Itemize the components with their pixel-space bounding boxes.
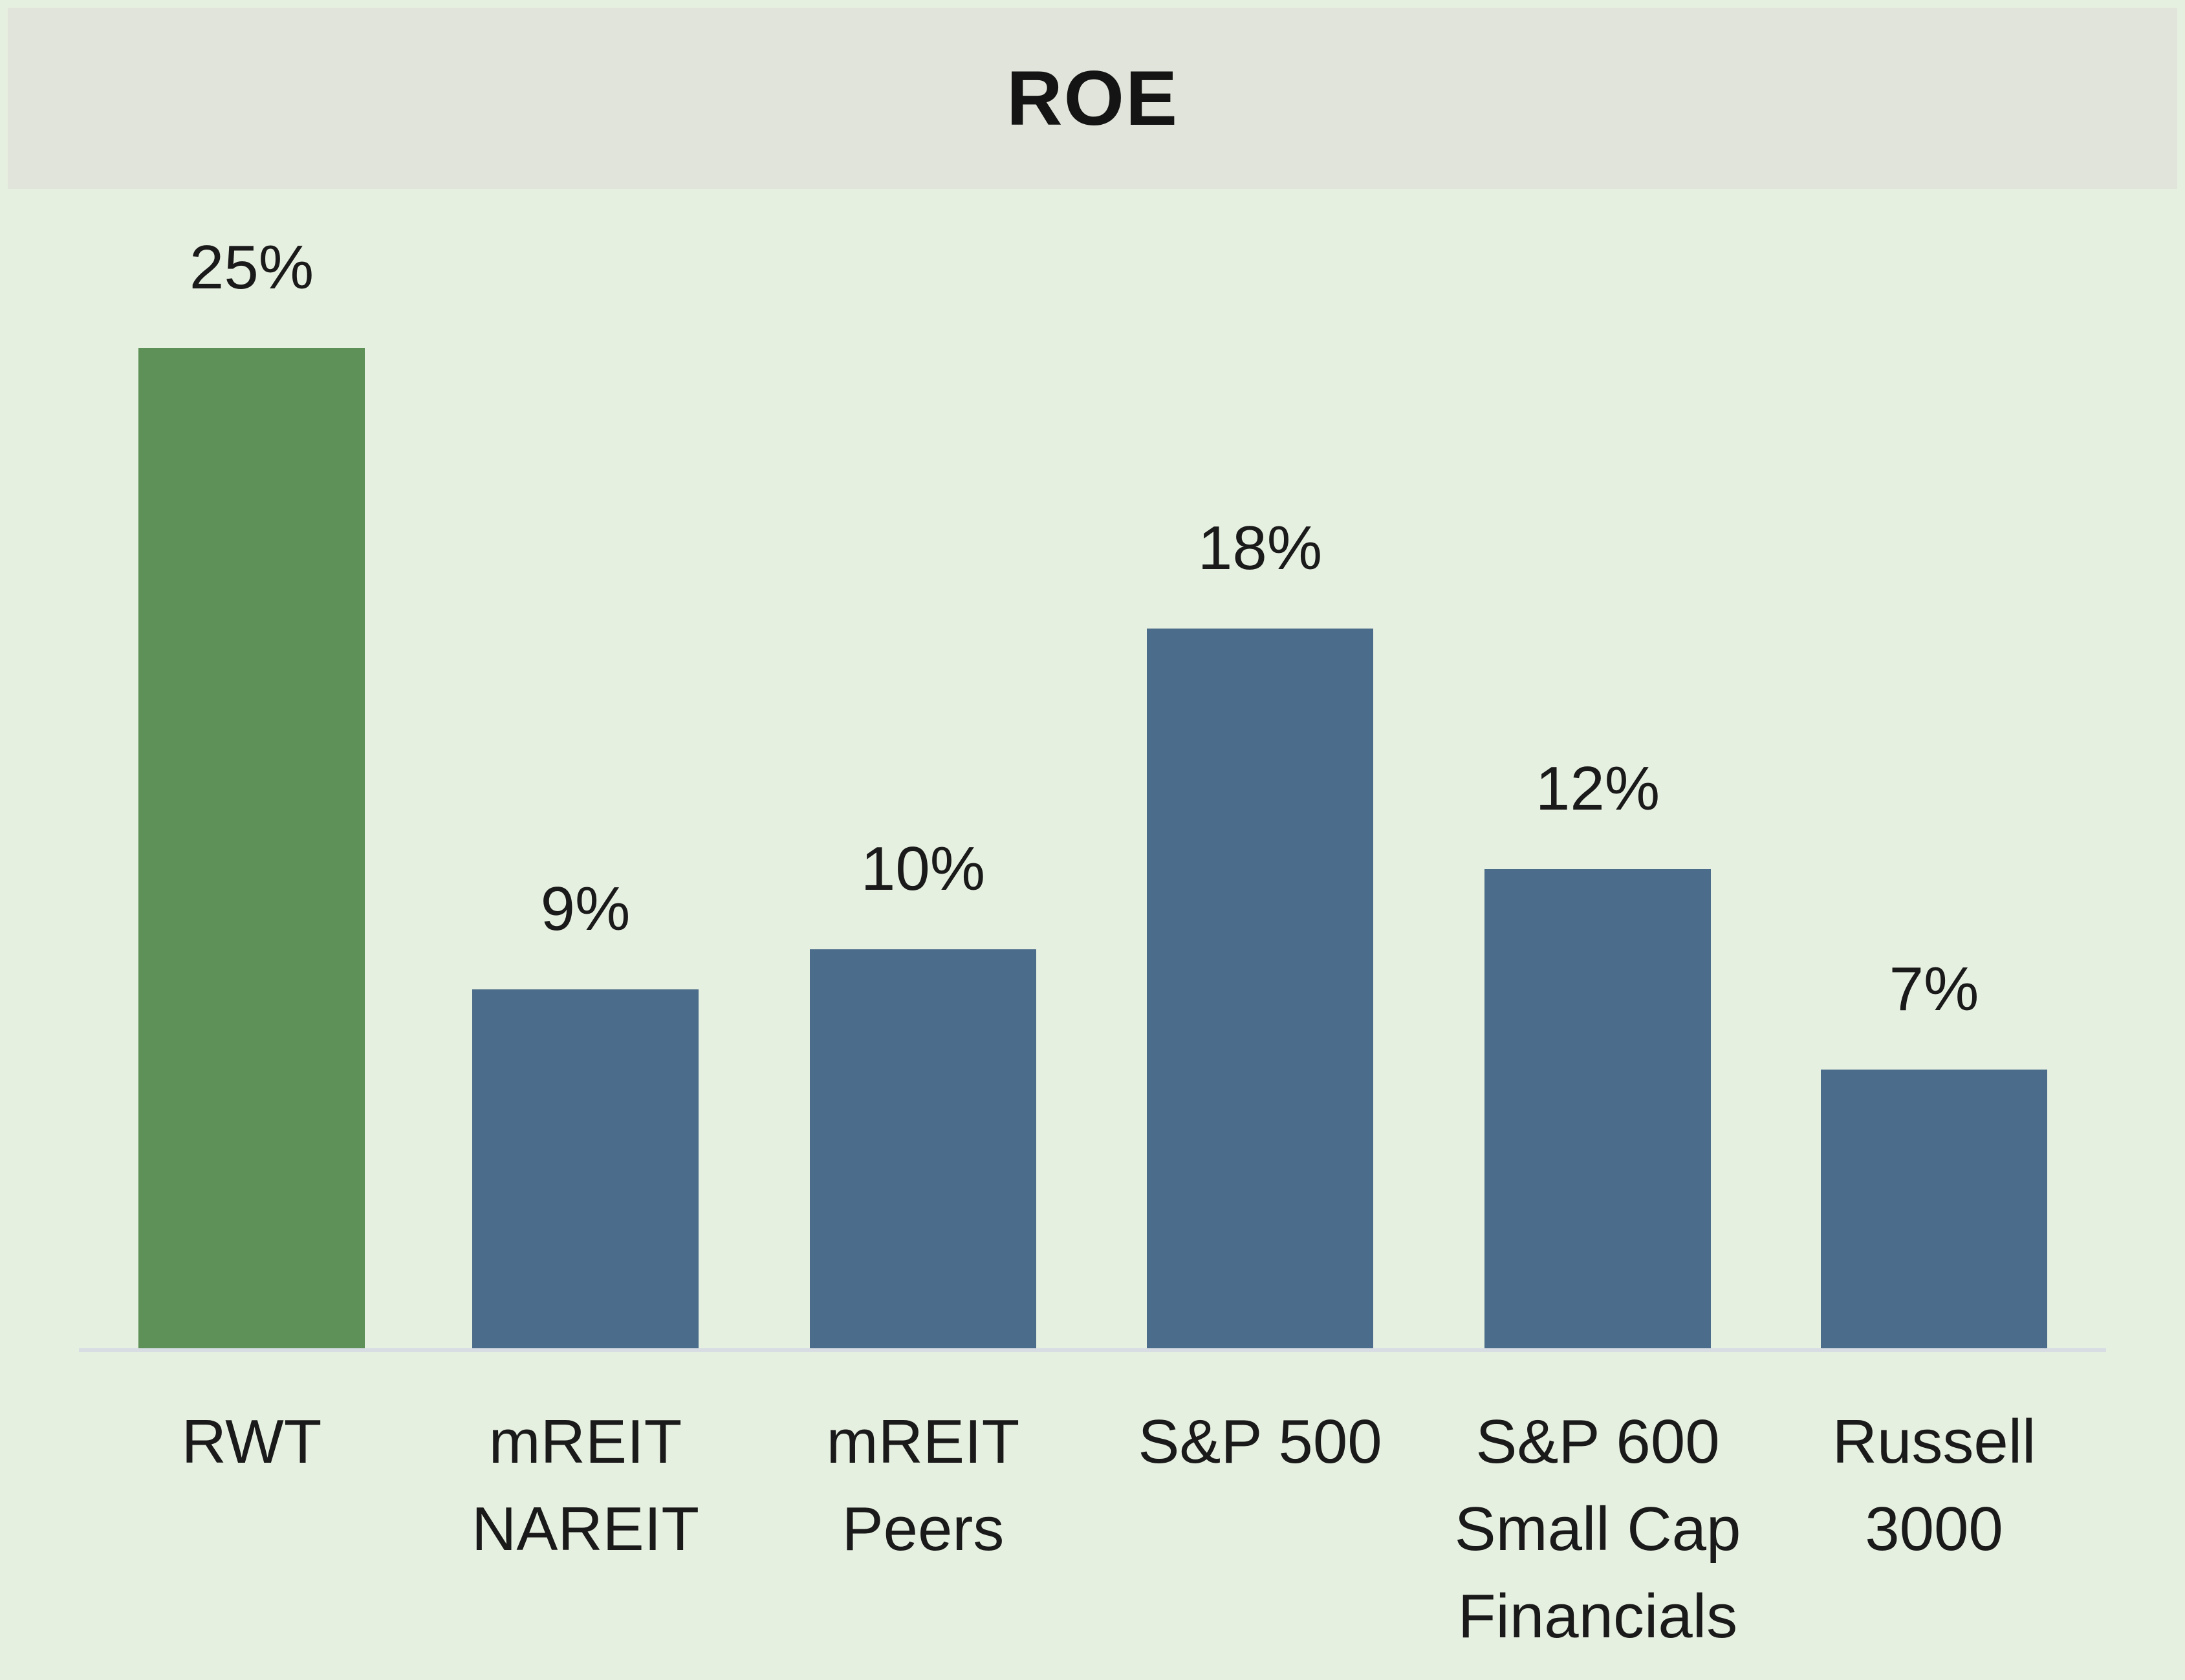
category-label-line: mREIT — [827, 1407, 1020, 1476]
data-label-6: 7% — [1889, 954, 1979, 1024]
category-label-4: S&P 500 — [1138, 1407, 1382, 1476]
bar-4 — [1147, 629, 1373, 1350]
bar-6 — [1821, 1070, 2047, 1350]
category-label-6: Russell 3000 — [1832, 1407, 2036, 1564]
category-labels-group: RWT mREIT NAREIT mREIT Peers S&P 500 S&P 600 Sm… — [182, 1407, 2036, 1651]
bars-group — [138, 348, 2047, 1350]
category-label-1: RWT — [182, 1407, 322, 1476]
data-label-3: 10% — [861, 834, 985, 903]
category-label-5: S&P 600 Small Cap Financials — [1455, 1407, 1741, 1651]
category-label-line: Russell — [1832, 1407, 2036, 1476]
category-label-line: NAREIT — [472, 1494, 699, 1564]
category-label-line: S&P 600 — [1475, 1407, 1719, 1476]
value-labels-group: 25% 9% 10% 18% 12% 7% — [190, 233, 1979, 1024]
bar-2 — [472, 989, 699, 1350]
category-label-line: S&P 500 — [1138, 1407, 1382, 1476]
chart-title-band: ROE — [8, 8, 2177, 189]
data-label-5: 12% — [1536, 754, 1660, 823]
category-label-2: mREIT NAREIT — [472, 1407, 699, 1564]
category-label-line: Peers — [842, 1494, 1005, 1564]
bar-3 — [810, 949, 1036, 1350]
chart-title: ROE — [1006, 55, 1179, 142]
category-label-line: Financials — [1458, 1582, 1737, 1651]
category-label-line: Small Cap — [1455, 1494, 1741, 1564]
data-label-4: 18% — [1198, 513, 1322, 583]
category-label-3: mREIT Peers — [827, 1407, 1020, 1564]
category-label-line: RWT — [182, 1407, 322, 1476]
category-label-line: 3000 — [1865, 1494, 2003, 1564]
bar-1 — [138, 348, 365, 1350]
category-label-line: mREIT — [489, 1407, 682, 1476]
data-label-2: 9% — [541, 874, 631, 943]
data-label-1: 25% — [190, 233, 314, 302]
bar-5 — [1484, 869, 1711, 1350]
